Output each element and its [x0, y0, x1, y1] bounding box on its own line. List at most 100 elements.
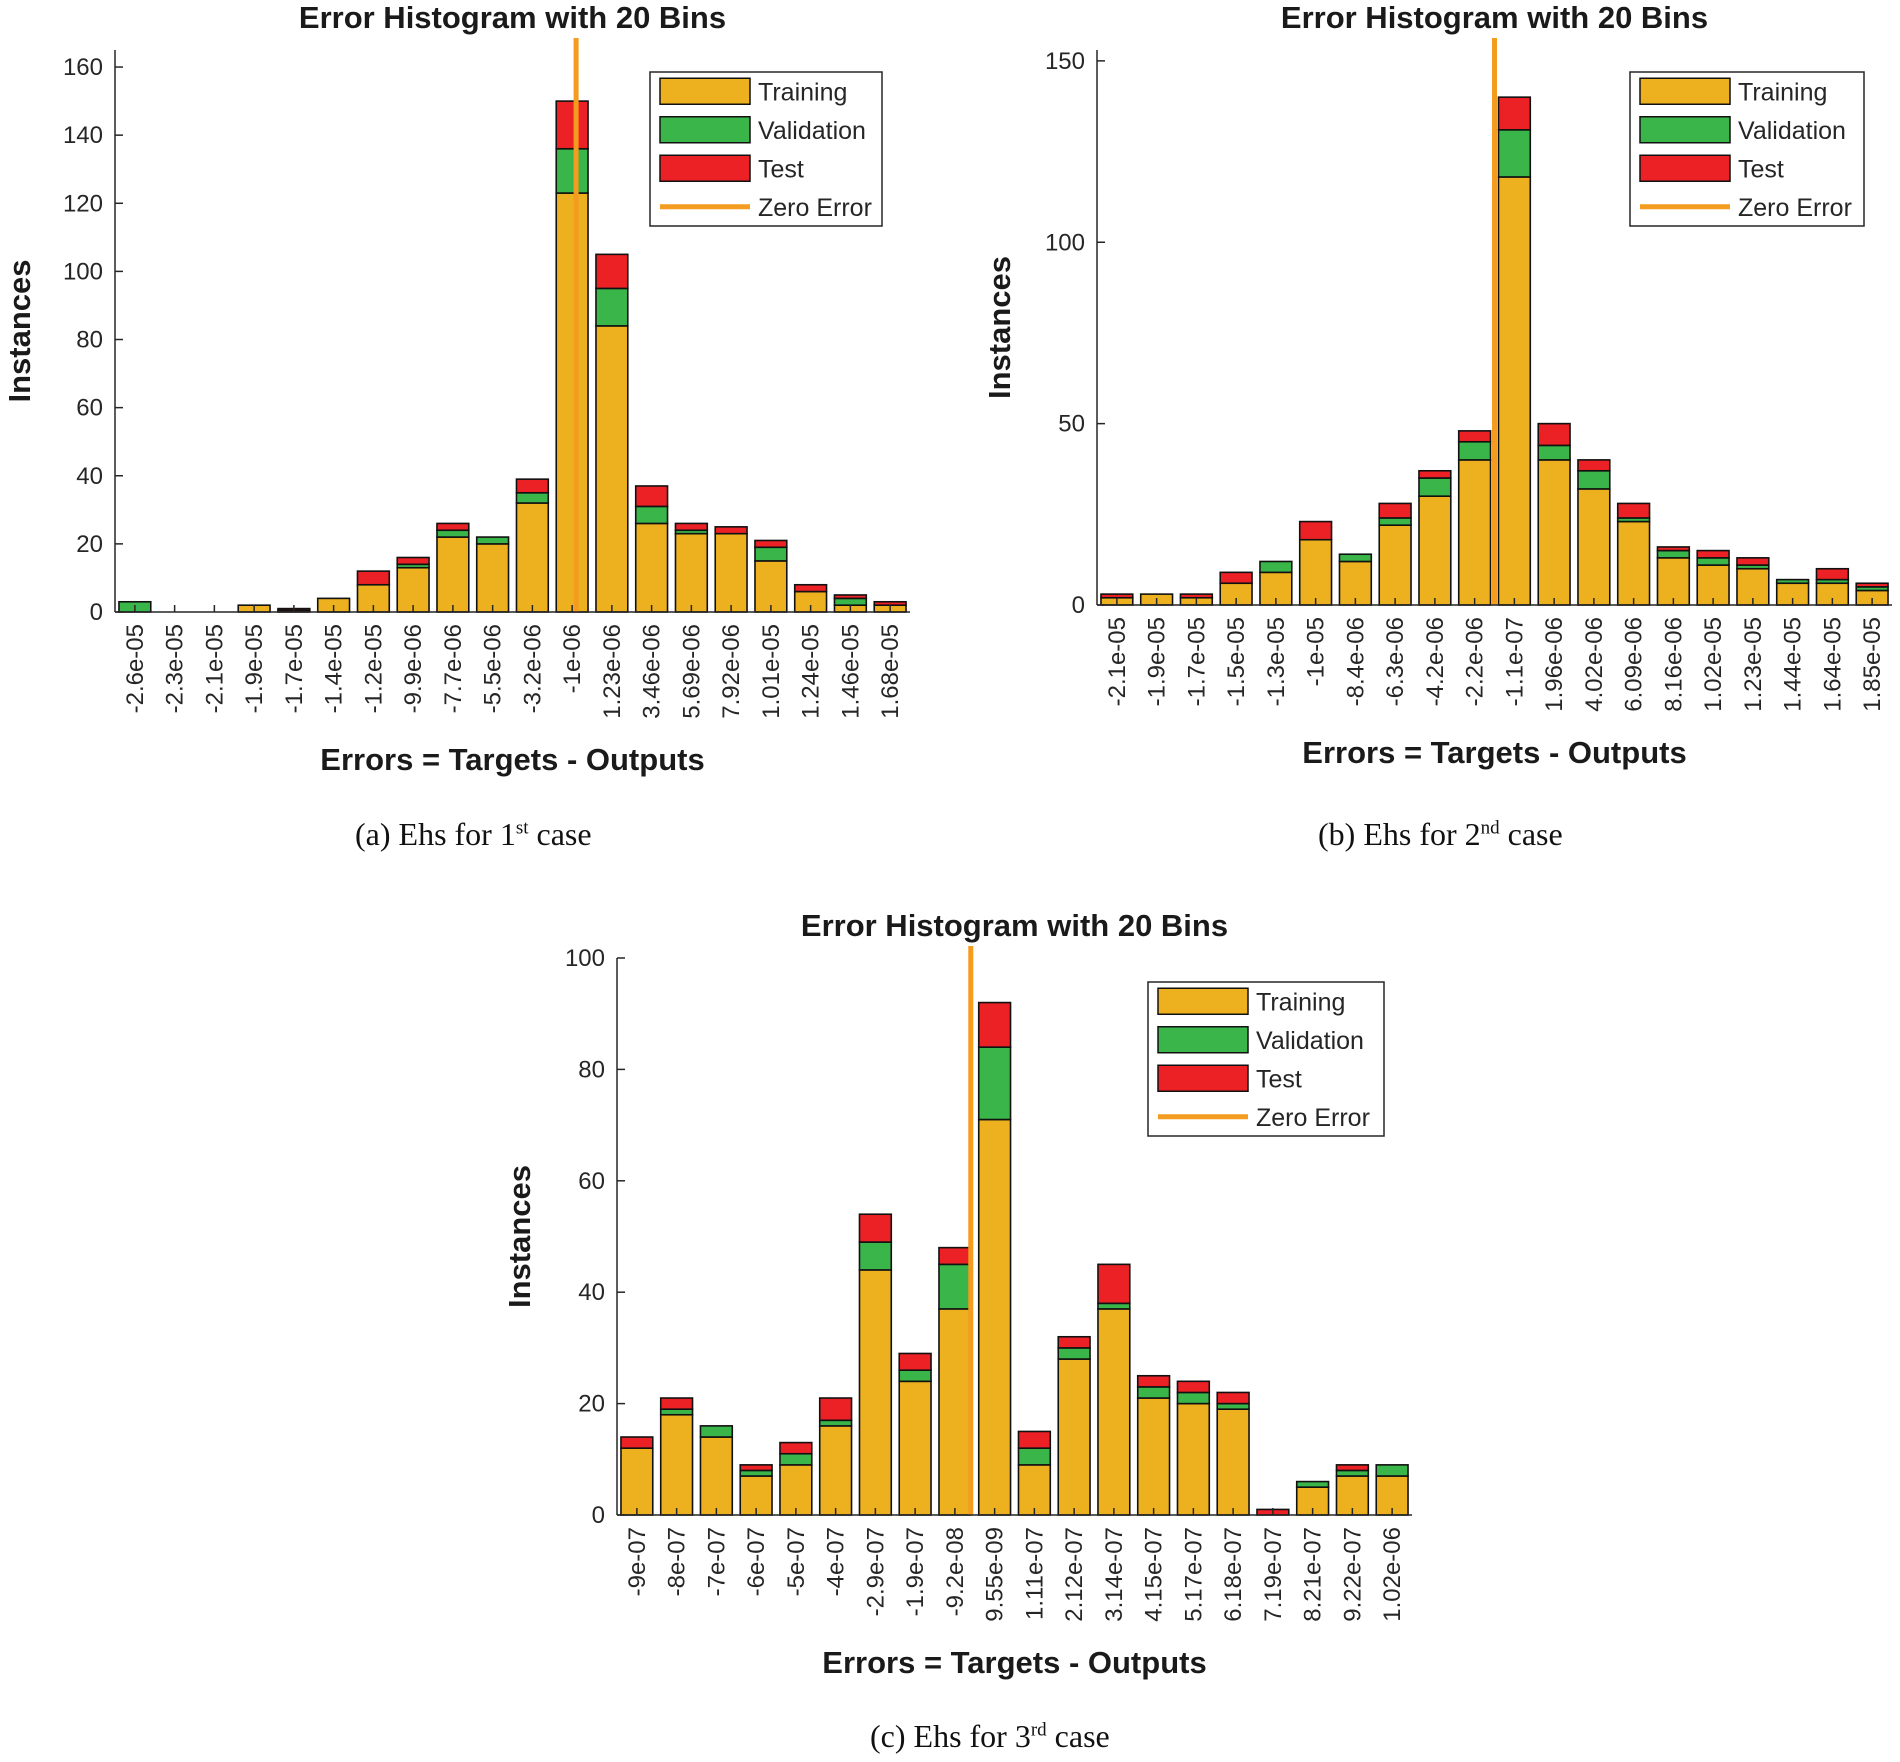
bar-validation-17: [754, 546, 788, 562]
x-tick-label: -1e-06: [559, 624, 586, 693]
legend-swatch-validation: [659, 116, 751, 144]
bar-training-11: [1017, 1464, 1052, 1516]
y-tick-label: 160: [63, 54, 103, 81]
x-tick-label: 1.64e-05: [1819, 617, 1846, 712]
legend-label-validation: Validation: [1738, 117, 1846, 145]
bar-test-13: [595, 253, 629, 290]
histogram-chart-3: Error Histogram with 20 Bins 0 20 40 60 80 100…: [502, 908, 1412, 1680]
legend-label-training: Training: [1738, 78, 1827, 106]
x-tick-label: -5e-07: [783, 1527, 810, 1596]
caption-case-3: (c) Ehs for 3rd case: [870, 1718, 1110, 1754]
legend-label-zero-error: Zero Error: [1738, 194, 1852, 222]
bar-test-4: [1219, 571, 1253, 585]
bar-training-11: [1497, 176, 1532, 606]
x-tick-label: -2.9e-07: [862, 1527, 889, 1616]
bar-test-3: [1179, 593, 1214, 599]
histogram-chart-1: Error Histogram with 20 Bins 0 20 40 60 80 100…: [2, 0, 910, 777]
bar-test-6: [1298, 520, 1333, 541]
y-tick-label: 80: [76, 327, 103, 354]
bar-test-16: [714, 526, 748, 535]
bar-test-12: [555, 100, 589, 150]
bar-validation-18: [1295, 1480, 1330, 1488]
bar-test-7: [858, 1213, 893, 1243]
x-tick-label: -8e-07: [664, 1527, 691, 1596]
x-tick-label: 6.18e-07: [1220, 1527, 1247, 1622]
legend-label-training: Training: [758, 78, 847, 106]
x-tick-label: -1.9e-05: [241, 624, 268, 713]
histogram-chart-2: Error Histogram with 20 Bins 0 50 100 150 -2.…: [982, 0, 1892, 770]
bar-validation-10: [475, 536, 510, 545]
bar-training-15: [1656, 557, 1691, 606]
y-tick-label: 60: [578, 1168, 605, 1195]
bar-training-10: [1457, 459, 1492, 606]
x-tick-label: 5.69e-06: [678, 624, 705, 719]
bar-training-12: [555, 192, 589, 613]
bar-test-2: [659, 1397, 694, 1410]
x-tick-label: -1.1e-07: [1501, 617, 1528, 706]
bar-validation-13: [1097, 1302, 1131, 1310]
bar-test-9: [1418, 469, 1452, 479]
x-tick-label: 9.55e-09: [982, 1527, 1009, 1622]
x-tick-label: -7e-07: [703, 1527, 730, 1596]
bar-training-6: [818, 1425, 853, 1516]
x-axis-title: Errors = Targets - Outputs: [1302, 735, 1686, 770]
bar-validation-20: [1375, 1464, 1409, 1477]
bar-test-9: [436, 522, 470, 532]
legend-label-validation: Validation: [758, 117, 866, 145]
bar-training-11: [515, 502, 550, 613]
bar-test-14: [1616, 502, 1651, 519]
bar-test-13: [1097, 1263, 1131, 1305]
bar-training-13: [595, 325, 629, 613]
histogram-panel-1: Error Histogram with 20 Bins 0 20 40 60 80 100…: [0, 0, 950, 860]
bar-test-14: [1136, 1374, 1171, 1388]
x-tick-label: -1.3e-05: [1263, 617, 1290, 706]
x-tick-label: -7.7e-06: [440, 624, 467, 713]
y-tick-label: 80: [578, 1056, 605, 1083]
x-tick-label: -8.4e-06: [1342, 617, 1369, 706]
bar-training-12: [1057, 1358, 1091, 1516]
bar-validation-6: [818, 1419, 853, 1427]
x-tick-label: -1e-05: [1303, 617, 1330, 686]
x-tick-label: 7.19e-07: [1260, 1527, 1287, 1622]
bar-training-7: [1338, 560, 1373, 606]
chart-title: Error Histogram with 20 Bins: [801, 908, 1228, 943]
bar-test-20: [873, 600, 907, 606]
bar-test-16: [1216, 1391, 1250, 1405]
x-tick-label: 1.02e-05: [1700, 617, 1727, 712]
x-tick-label: -6e-07: [743, 1527, 770, 1596]
y-tick-label: 0: [592, 1502, 605, 1529]
x-tick-label: 6.09e-06: [1621, 617, 1648, 712]
y-tick-label: 100: [63, 258, 103, 285]
y-tick-label: 0: [1072, 592, 1085, 619]
x-tick-label: 8.16e-06: [1660, 617, 1687, 712]
bar-test-19: [1335, 1464, 1370, 1472]
bar-validation-13: [1577, 469, 1611, 490]
bar-test-17: [754, 539, 788, 549]
bar-test-19: [833, 594, 868, 600]
legend-swatch-test: [1639, 154, 1731, 182]
bar-validation-7: [858, 1241, 893, 1271]
legend-label-test: Test: [1256, 1065, 1302, 1093]
x-tick-label: -1.9e-05: [1144, 617, 1171, 706]
bar-training-5: [779, 1464, 813, 1516]
legend-label-validation: Validation: [1256, 1027, 1364, 1055]
x-tick-label: 1.23e-05: [1740, 617, 1767, 712]
x-tick-label: 1.96e-06: [1541, 617, 1568, 712]
bar-validation-2: [659, 1408, 694, 1416]
bar-training-1: [620, 1447, 654, 1516]
bar-test-16: [1696, 549, 1730, 559]
bar-test-8: [1378, 502, 1412, 519]
bar-validation-11: [1017, 1447, 1052, 1466]
legend-label-test: Test: [758, 155, 804, 183]
bar-validation-8: [898, 1369, 932, 1383]
bar-validation-18: [1775, 578, 1810, 585]
histogram-panel-3: Error Histogram with 20 Bins 0 20 40 60 80 100…: [470, 900, 1430, 1762]
bar-validation-9: [436, 529, 470, 538]
bar-validation-12: [1537, 444, 1571, 461]
bar-validation-13: [595, 287, 629, 327]
legend-label-test: Test: [1738, 155, 1784, 183]
x-tick-label: 9.22e-07: [1339, 1527, 1366, 1622]
y-axis-title: Instances: [502, 1165, 537, 1308]
legend-swatch-training: [659, 77, 751, 105]
bar-training-3: [699, 1436, 734, 1516]
